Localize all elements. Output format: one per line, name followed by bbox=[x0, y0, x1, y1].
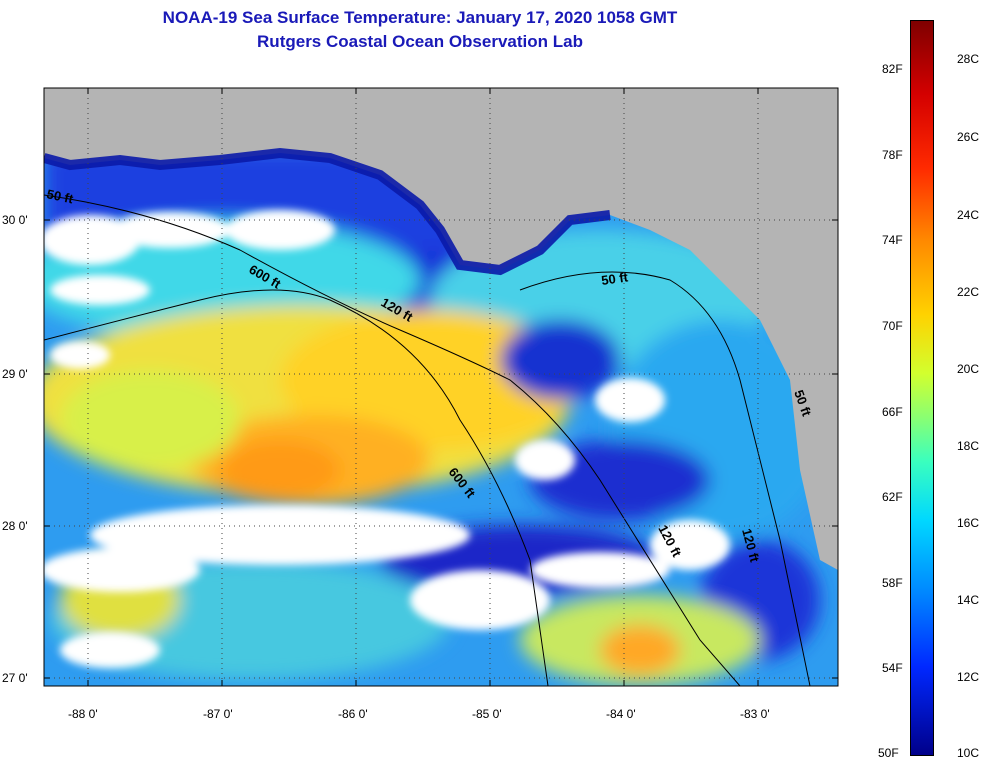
colorbar-f-label: 58F bbox=[882, 576, 903, 590]
colorbar-f-label: 50F bbox=[878, 746, 899, 760]
map-subtitle: Rutgers Coastal Ocean Observation Lab bbox=[257, 32, 583, 51]
colorbar-f-label: 62F bbox=[882, 490, 903, 504]
colorbar-c-label: 12C bbox=[957, 670, 980, 684]
colorbar-c-label: 14C bbox=[957, 593, 980, 607]
colorbar-f-label: 74F bbox=[882, 233, 903, 247]
colorbar-c-label: 18C bbox=[957, 439, 980, 453]
temperature-colorbar bbox=[910, 20, 934, 756]
colorbar-f-label: 54F bbox=[882, 661, 903, 675]
depth-contours bbox=[44, 194, 811, 686]
lon-tick-label: -85 0' bbox=[472, 707, 502, 721]
colorbar-f-label: 70F bbox=[882, 319, 903, 333]
colorbar-c-label: 28C bbox=[957, 52, 980, 66]
colorbar-f-label: 66F bbox=[882, 405, 903, 419]
lat-tick-label: 29 0' bbox=[2, 367, 28, 381]
contour-label: 50 ft bbox=[45, 186, 75, 206]
lon-tick-label: -88 0' bbox=[68, 707, 98, 721]
lon-tick-label: -83 0' bbox=[740, 707, 770, 721]
lat-tick-label: 28 0' bbox=[2, 519, 28, 533]
map-title: NOAA-19 Sea Surface Temperature: January… bbox=[162, 8, 678, 27]
colorbar-c-label: 16C bbox=[957, 516, 980, 530]
colorbar-c-label: 10C bbox=[957, 746, 980, 760]
tick-marks bbox=[44, 88, 838, 686]
colorbar-c-label: 20C bbox=[957, 362, 980, 376]
lat-tick-label: 30 0' bbox=[2, 213, 28, 227]
lon-tick-label: -84 0' bbox=[606, 707, 636, 721]
lon-tick-label: -86 0' bbox=[338, 707, 368, 721]
colorbar-c-label: 24C bbox=[957, 208, 980, 222]
contour-label: 50 ft bbox=[600, 269, 629, 288]
colorbar-c-label: 26C bbox=[957, 130, 980, 144]
colorbar-f-label: 82F bbox=[882, 62, 903, 76]
land-mass bbox=[44, 88, 838, 570]
lat-tick-label: 27 0' bbox=[2, 671, 28, 685]
colorbar-f-label: 78F bbox=[882, 148, 903, 162]
map-frame bbox=[43, 87, 839, 687]
colorbar-c-label: 22C bbox=[957, 285, 980, 299]
lon-tick-label: -87 0' bbox=[203, 707, 233, 721]
cloud-cover bbox=[44, 210, 730, 668]
